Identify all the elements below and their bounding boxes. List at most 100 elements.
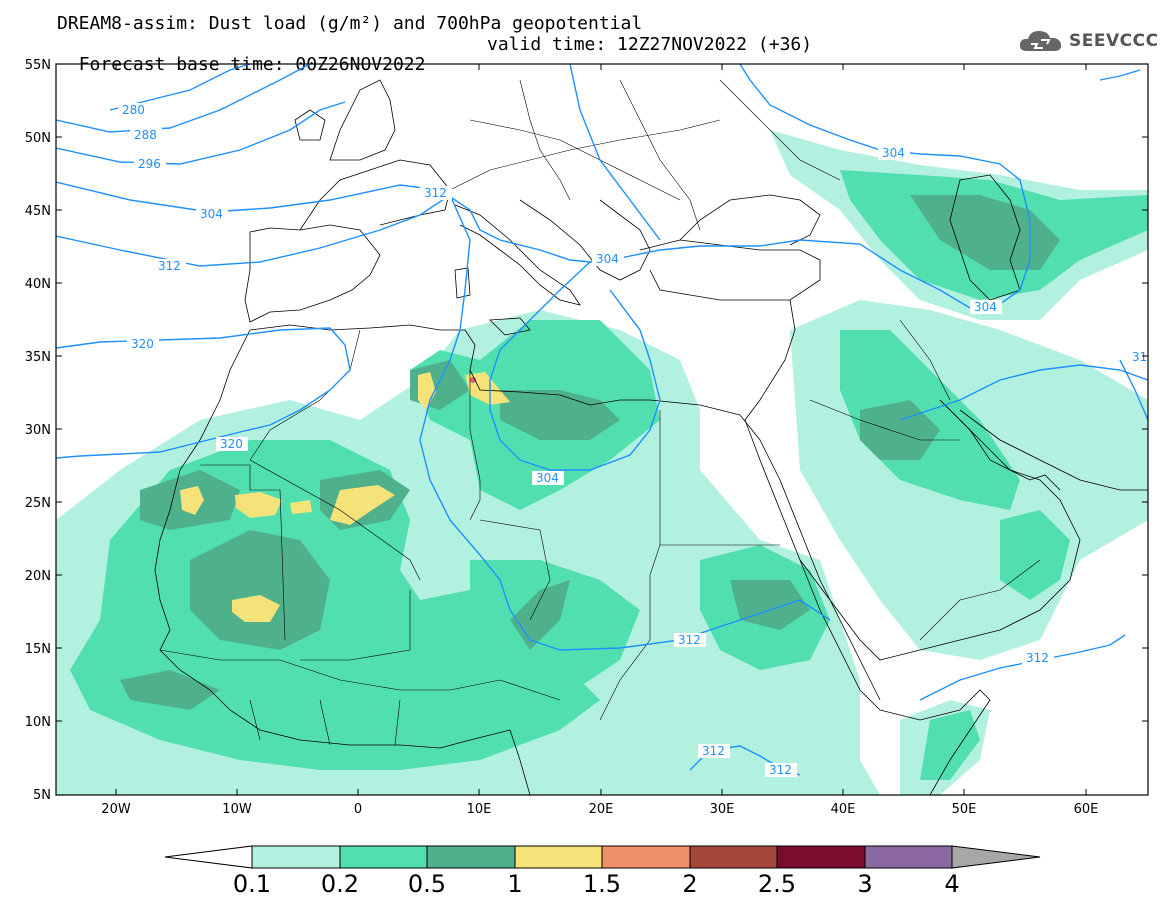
border-saudi-iraq [809, 399, 960, 441]
colorbar-label: 4 [944, 870, 959, 898]
colorbar-label: 3 [857, 870, 872, 898]
contour-312-east [899, 364, 1148, 421]
x-tick-label: 20W [101, 802, 131, 817]
border-europe-4 [619, 79, 701, 231]
colorbar-swatch-0.1-0.2 [251, 845, 341, 869]
colorbar-swatch-1-1.5 [514, 845, 603, 869]
contour-label: 312 [1026, 651, 1049, 665]
contour-label: 312 [678, 633, 701, 647]
contour-label: 312 [769, 763, 792, 777]
dust-yellow-6 [465, 372, 510, 405]
colorbar-swatch-2.5-3 [776, 845, 866, 869]
colorbar-label: 1.5 [583, 870, 621, 898]
contour-east-top [1099, 69, 1141, 81]
x-tick-label: 10E [467, 802, 492, 817]
coastline-horn [879, 689, 991, 795]
y-tick-label: 50N [25, 131, 51, 146]
coastline-sardinia [454, 267, 471, 299]
x-tick-label: 50E [952, 802, 977, 817]
coastline-ireland [294, 109, 326, 141]
x-tick-labels: 20W 10W 0 10E 20E 30E 40E 50E 60E [101, 802, 1098, 817]
x-tick-label: 20E [589, 802, 614, 817]
border-morocco-algeria [249, 329, 361, 461]
colorbar-swatch-3-4 [864, 845, 953, 869]
contour-label: 304 [882, 146, 905, 160]
y-tick-label: 5N [33, 788, 51, 803]
x-tick-label: 0 [354, 802, 362, 817]
contour-label: 320 [131, 337, 154, 351]
contour-label: 304 [596, 252, 619, 266]
dust-field [56, 130, 1148, 795]
contour-label: 312 [702, 744, 725, 758]
contour-304-libya [489, 261, 661, 471]
colorbar-label: 0.1 [233, 870, 271, 898]
dust-dark-mauritania [190, 530, 330, 650]
colorbar [164, 845, 1041, 869]
contour-label: 304 [974, 300, 997, 314]
coastline-iran [959, 409, 1148, 491]
dust-dark-caspian [910, 195, 1060, 270]
colorbar-swatch-2-2.5 [689, 845, 778, 869]
coastline-uk [329, 79, 396, 161]
coastline-persian-gulf [939, 399, 1061, 491]
y-tick-label: 20N [25, 569, 51, 584]
y-tick-label: 25N [25, 496, 51, 511]
border-russia-ukraine [719, 79, 841, 181]
border-algeria-libya [469, 370, 481, 521]
colorbar-label: 0.5 [408, 870, 446, 898]
contour-312-north [56, 193, 831, 651]
contour-labels: 280 288 296 304 312 320 312 304 304 304 … [118, 103, 1148, 777]
y-tick-label: 45N [25, 204, 51, 219]
contour-label: 312 [158, 259, 181, 273]
colorbar-labels: 0.1 0.2 0.5 1 1.5 2 2.5 3 4 [233, 870, 960, 898]
contour-296 [56, 101, 346, 165]
y-tick-label: 40N [25, 277, 51, 292]
y-tick-label: 10N [25, 715, 51, 730]
border-iraq-iran [899, 319, 951, 401]
coastline-sicily [489, 317, 531, 336]
contour-north-extra [569, 64, 661, 241]
x-tick-label: 60E [1074, 802, 1099, 817]
valid-time: valid time: 12Z27NOV2022 (+36) [487, 34, 813, 55]
contour-label: 280 [122, 103, 145, 117]
coastline-italy [454, 204, 581, 306]
x-tick-label: 10W [222, 802, 252, 817]
dust-yellow-3 [330, 485, 395, 525]
border-europe-2 [469, 119, 681, 201]
coastline-levant-redsea [744, 299, 881, 711]
dust-dark-iraq [860, 400, 940, 460]
cloud-icon [1019, 31, 1062, 51]
colorbar-swatch-0.5-1 [426, 845, 516, 869]
coastline-egypt-redsea [739, 414, 881, 701]
coastline-black-sea [679, 194, 821, 246]
y-tick-labels: 55N 50N 45N 40N 35N 30N 25N 20N 15N 10N … [25, 58, 51, 803]
border-mali-niger [300, 590, 411, 661]
border-algeria-mali [249, 459, 421, 581]
colorbar-label: 1 [507, 870, 522, 898]
borders [159, 79, 1041, 746]
dust-yellow-7 [290, 500, 312, 514]
dust-medium-oman [1000, 510, 1070, 600]
contour-label: 31 [1132, 350, 1147, 364]
dust-yellow-1 [180, 486, 204, 515]
contour-east-side [1119, 359, 1148, 421]
y-tick-label: 55N [25, 58, 51, 73]
coastline-arabia [799, 399, 1081, 661]
border-westafrica [249, 699, 401, 746]
x-axis [115, 64, 1087, 795]
x-tick-label: 30E [710, 802, 735, 817]
colorbar-label: 2 [682, 870, 697, 898]
y-tick-label: 15N [25, 642, 51, 657]
dust-medium-somalia [920, 710, 980, 780]
border-niger-chad [479, 519, 551, 621]
contour-label: 320 [220, 437, 243, 451]
dust-yellow-2 [235, 492, 282, 518]
y-tick-label: 35N [25, 350, 51, 365]
dust-medium-chad [470, 560, 640, 700]
contour-320 [56, 327, 351, 459]
logo-text: SEEVCCC [1069, 31, 1159, 51]
x-tick-label: 40E [831, 802, 856, 817]
dust-dark-libya [500, 390, 620, 440]
border-europe-1 [449, 119, 721, 191]
